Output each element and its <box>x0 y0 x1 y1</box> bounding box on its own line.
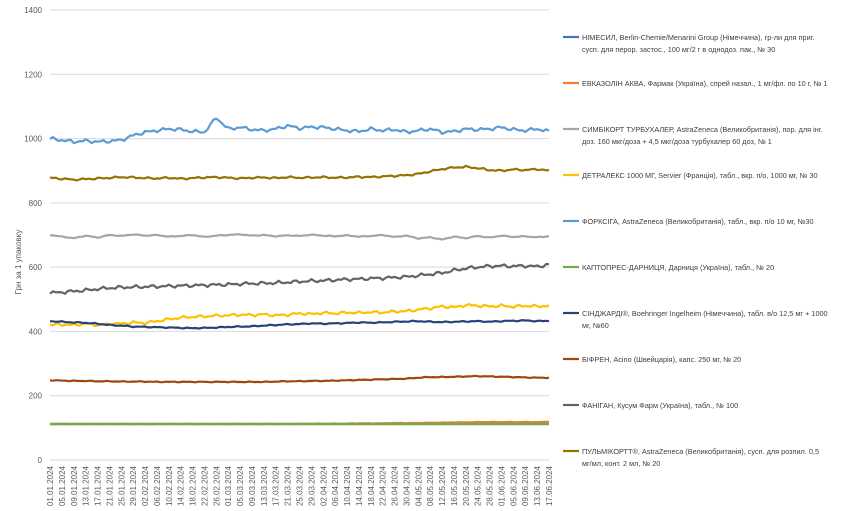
legend-label: ДЕТРАЛЕКС 1000 МГ, Servier (Франція), та… <box>582 171 818 180</box>
x-tick-label: 02.04.2024 <box>319 465 328 506</box>
x-tick-label: 17.06.2024 <box>545 465 554 506</box>
x-tick-label: 04.05.2024 <box>414 465 423 506</box>
x-tick-label: 01.06.2024 <box>497 465 506 506</box>
legend-label: СІНДЖАРДІ®, Boehringer Ingelheim (Німечч… <box>582 309 828 318</box>
series-lines <box>49 117 550 426</box>
y-tick-label: 1200 <box>24 70 42 79</box>
x-tick-label: 12.05.2024 <box>438 465 447 506</box>
series-line <box>49 164 550 182</box>
x-tick-label: 17.03.2024 <box>272 465 281 506</box>
x-tick-label: 21.01.2024 <box>105 465 114 506</box>
y-axis-ticks: 0 200 400 600 800 1000 1200 1400 <box>24 6 42 465</box>
legend-label: НІМЕСИЛ, Berlin-Chemie/Menarini Group (Н… <box>582 33 814 42</box>
y-tick-label: 1400 <box>24 6 42 15</box>
legend-label: ФАНІГАН, Кусум Фарм (Україна), табл., № … <box>582 401 738 410</box>
legend-label-cont: сусп. для перор. застос., 100 мг/2 г в о… <box>582 45 775 54</box>
x-tick-label: 06.02.2024 <box>153 465 162 506</box>
x-tick-label: 13.06.2024 <box>533 465 542 506</box>
x-tick-label: 24.05.2024 <box>474 465 483 506</box>
legend-label-cont: мг/мл, конт. 2 мл, № 20 <box>582 459 660 468</box>
series-line <box>49 263 549 295</box>
y-tick-label: 400 <box>29 327 43 336</box>
x-tick-label: 25.01.2024 <box>117 465 126 506</box>
x-tick-label: 10.04.2024 <box>343 465 352 506</box>
x-tick-label: 14.02.2024 <box>177 465 186 506</box>
x-tick-label: 29.01.2024 <box>129 465 138 506</box>
series-line <box>49 117 550 145</box>
x-tick-label: 09.01.2024 <box>70 465 79 506</box>
x-tick-label: 09.06.2024 <box>521 465 530 506</box>
legend-label: ЕВКАЗОЛІН АКВА, Фармак (Україна), спрей … <box>582 79 828 88</box>
x-tick-label: 17.01.2024 <box>94 465 103 506</box>
y-tick-label: 0 <box>38 456 43 465</box>
x-tick-label: 06.04.2024 <box>331 465 340 506</box>
x-axis-ticks: 01.01.2024 05.01.2024 09.01.2024 13.01.2024… <box>46 465 554 506</box>
x-tick-label: 09.03.2024 <box>248 465 257 506</box>
legend-label-cont: мг, №60 <box>582 321 609 330</box>
y-tick-label: 800 <box>29 199 43 208</box>
x-tick-label: 13.03.2024 <box>260 465 269 506</box>
x-tick-label: 21.03.2024 <box>284 465 293 506</box>
x-tick-label: 22.02.2024 <box>200 465 209 506</box>
y-tick-label: 200 <box>29 392 43 401</box>
x-tick-label: 18.04.2024 <box>367 465 376 506</box>
x-tick-label: 28.05.2024 <box>486 465 495 506</box>
series-line <box>49 374 550 384</box>
gridlines <box>50 9 549 461</box>
x-tick-label: 01.01.2024 <box>46 465 55 506</box>
legend-label: КАПТОПРЕС-ДАРНИЦЯ, Дарниця (Україна), та… <box>582 263 774 272</box>
x-tick-label: 02.02.2024 <box>141 465 150 506</box>
x-tick-label: 05.03.2024 <box>236 465 245 506</box>
x-tick-label: 25.03.2024 <box>296 465 305 506</box>
x-tick-label: 22.04.2024 <box>379 465 388 506</box>
x-tick-label: 05.01.2024 <box>58 465 67 506</box>
legend-label: ФОРКСІГА, AstraZeneca (Великобританія), … <box>582 217 814 226</box>
x-tick-label: 05.06.2024 <box>509 465 518 506</box>
legend-label: СИМБІКОРТ ТУРБУХАЛЕР, AstraZeneca (Велик… <box>582 125 823 134</box>
x-tick-label: 14.04.2024 <box>355 465 364 506</box>
legend: НІМЕСИЛ, Berlin-Chemie/Menarini Group (Н… <box>563 33 828 468</box>
y-tick-label: 1000 <box>24 135 42 144</box>
x-tick-label: 13.01.2024 <box>82 465 91 506</box>
x-tick-label: 18.02.2024 <box>189 465 198 506</box>
x-tick-label: 20.05.2024 <box>462 465 471 506</box>
legend-label: ПУЛЬМІКОРТТ®, AstraZeneca (Великобритані… <box>582 447 819 456</box>
x-tick-label: 01.03.2024 <box>224 465 233 506</box>
series-line <box>49 303 550 328</box>
x-tick-label: 10.02.2024 <box>165 465 174 506</box>
x-tick-label: 26.04.2024 <box>391 465 400 506</box>
series-line <box>50 319 550 330</box>
series-line <box>50 233 550 241</box>
legend-label-cont: доз. 160 мкг/доза + 4,5 мкг/доза турбуха… <box>582 137 772 146</box>
x-tick-label: 16.05.2024 <box>450 465 459 506</box>
y-tick-label: 600 <box>29 263 43 272</box>
legend-label: БІФРЕН, Acino (Швейцарія), капс. 250 мг,… <box>582 355 741 364</box>
y-axis-label: Грн за 1 упаковку <box>14 230 23 295</box>
x-tick-label: 26.02.2024 <box>212 465 221 506</box>
x-tick-label: 30.04.2024 <box>402 465 411 506</box>
x-tick-label: 29.03.2024 <box>307 465 316 506</box>
x-tick-label: 08.05.2024 <box>426 465 435 506</box>
